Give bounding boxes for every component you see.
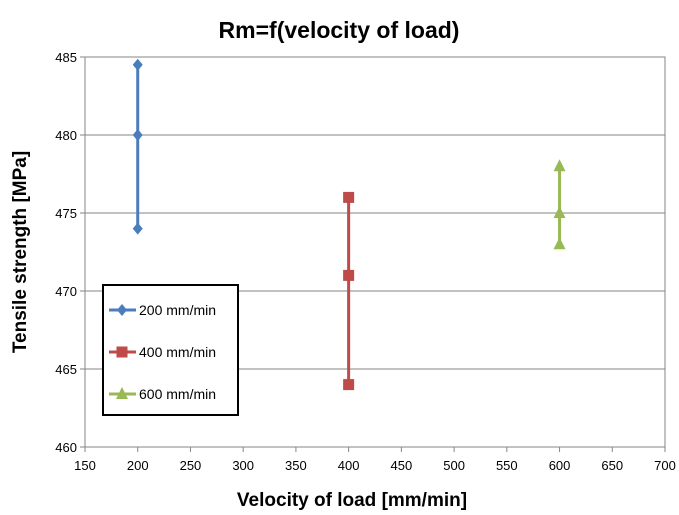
data-point — [132, 129, 143, 141]
y-axis-label: Tensile strength [MPa] — [10, 151, 31, 353]
data-point — [553, 237, 566, 250]
y-tick-label: 485 — [55, 50, 77, 65]
legend-label: 600 mm/min — [139, 386, 216, 402]
legend-label: 400 mm/min — [139, 344, 216, 360]
x-tick-label: 200 — [127, 458, 149, 473]
x-tick-label: 500 — [443, 458, 465, 473]
x-tick-label: 250 — [180, 458, 202, 473]
legend-item: 200 mm/min — [109, 302, 216, 318]
data-point — [343, 379, 355, 391]
data-point — [553, 206, 566, 218]
axes: 460 465 470 475 480 485 150 200 250 300 350 400 450 5… — [55, 50, 676, 473]
legend-item: 400 mm/min — [109, 344, 216, 360]
series-layer — [132, 58, 566, 391]
x-tick-label: 700 — [654, 458, 676, 473]
data-point — [132, 222, 143, 235]
series-1 — [132, 58, 143, 235]
y-tick-label: 470 — [55, 284, 77, 299]
x-tick-label: 600 — [549, 458, 571, 473]
data-point — [553, 159, 566, 172]
legend-marker — [116, 346, 128, 358]
series-2 — [343, 191, 355, 391]
legend-item: 600 mm/min — [109, 386, 216, 402]
x-tick-label: 400 — [338, 458, 360, 473]
x-tick-label: 300 — [232, 458, 254, 473]
y-tick-label: 480 — [55, 128, 77, 143]
x-axis-label: Velocity of load [mm/min] — [237, 490, 467, 511]
x-tick-label: 150 — [74, 458, 96, 473]
y-tick-label: 460 — [55, 440, 77, 455]
y-tick-label: 465 — [55, 362, 77, 377]
x-tick-label: 450 — [391, 458, 413, 473]
data-point — [343, 191, 355, 203]
legend-marker — [116, 387, 128, 399]
x-tick-label: 350 — [285, 458, 307, 473]
chart-title: Rm=f(velocity of load) — [219, 17, 460, 43]
series-3 — [553, 159, 566, 250]
data-point — [132, 58, 143, 71]
legend: 200 mm/min 400 mm/min 600 mm/min — [102, 284, 239, 416]
x-tick-label: 650 — [601, 458, 623, 473]
y-tick-label: 475 — [55, 206, 77, 221]
data-point — [343, 269, 355, 281]
legend-label: 200 mm/min — [139, 302, 216, 318]
x-tick-label: 550 — [496, 458, 518, 473]
legend-marker — [117, 304, 127, 316]
